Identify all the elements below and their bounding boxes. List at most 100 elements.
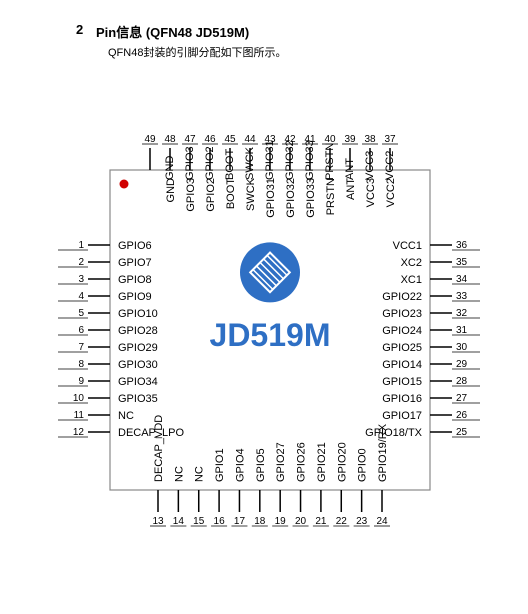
svg-text:34: 34 <box>456 274 468 285</box>
svg-text:GND: GND <box>164 156 176 181</box>
svg-text:GPIO32: GPIO32 <box>285 178 297 218</box>
svg-text:BOOT: BOOT <box>225 178 237 209</box>
svg-text:XC2: XC2 <box>401 257 422 269</box>
svg-text:GPIO6: GPIO6 <box>118 240 152 252</box>
svg-text:NC: NC <box>118 410 134 422</box>
svg-text:GPIO23: GPIO23 <box>382 308 422 320</box>
svg-text:17: 17 <box>234 516 246 527</box>
svg-text:22: 22 <box>336 516 348 527</box>
svg-text:11: 11 <box>74 410 85 421</box>
svg-text:GPIO2: GPIO2 <box>205 178 217 212</box>
svg-text:27: 27 <box>456 393 468 404</box>
svg-text:GPIO32: GPIO32 <box>284 140 296 180</box>
svg-text:25: 25 <box>456 427 468 438</box>
svg-text:49: 49 <box>144 134 156 145</box>
svg-text:10: 10 <box>73 393 85 404</box>
svg-text:GPIO10: GPIO10 <box>118 308 158 320</box>
svg-text:30: 30 <box>456 342 468 353</box>
svg-text:4: 4 <box>78 291 84 302</box>
svg-text:ANT: ANT <box>345 178 357 200</box>
svg-text:2: 2 <box>78 257 84 268</box>
svg-text:GPIO34: GPIO34 <box>118 376 158 388</box>
svg-text:9: 9 <box>78 376 84 387</box>
svg-text:NC: NC <box>194 466 206 482</box>
svg-text:GPIO7: GPIO7 <box>118 257 152 269</box>
svg-text:1: 1 <box>78 240 84 251</box>
svg-text:GPIO9: GPIO9 <box>118 291 152 303</box>
svg-text:GPIO27: GPIO27 <box>275 442 287 482</box>
svg-text:48: 48 <box>164 134 176 145</box>
svg-text:16: 16 <box>214 516 226 527</box>
svg-text:GND: GND <box>165 178 177 203</box>
svg-text:VCC2: VCC2 <box>385 178 397 207</box>
svg-text:24: 24 <box>376 516 388 527</box>
svg-text:GPIO26: GPIO26 <box>296 442 308 482</box>
svg-text:GPIO22: GPIO22 <box>382 291 422 303</box>
svg-text:GPIO2: GPIO2 <box>204 146 216 180</box>
qfn-pinout-diagram: JD519M1GPIO62GPIO73GPIO84GPIO95GPIO106GP… <box>0 0 528 614</box>
svg-text:GPIO4: GPIO4 <box>234 448 246 482</box>
svg-text:GPIO0: GPIO0 <box>357 448 369 482</box>
svg-text:GPIO31: GPIO31 <box>265 178 277 218</box>
svg-text:44: 44 <box>244 134 256 145</box>
svg-text:GPIO17: GPIO17 <box>382 410 422 422</box>
svg-text:8: 8 <box>78 359 84 370</box>
svg-text:GPIO29: GPIO29 <box>118 342 158 354</box>
svg-text:36: 36 <box>456 240 468 251</box>
svg-text:VCC3: VCC3 <box>365 178 377 207</box>
svg-text:20: 20 <box>295 516 307 527</box>
svg-text:46: 46 <box>204 134 216 145</box>
svg-text:13: 13 <box>152 516 164 527</box>
svg-text:GPIO35: GPIO35 <box>118 393 158 405</box>
svg-text:GPIO14: GPIO14 <box>382 359 422 371</box>
svg-text:PRSTN: PRSTN <box>325 178 337 215</box>
svg-text:VCC3: VCC3 <box>364 151 376 180</box>
svg-text:GPIO33: GPIO33 <box>304 140 316 180</box>
svg-text:7: 7 <box>78 342 84 353</box>
svg-text:28: 28 <box>456 376 468 387</box>
svg-text:NC: NC <box>173 466 185 482</box>
svg-text:GPIO16: GPIO16 <box>382 393 422 405</box>
svg-text:XC1: XC1 <box>401 274 422 286</box>
svg-text:5: 5 <box>78 308 84 319</box>
svg-text:38: 38 <box>364 134 376 145</box>
svg-text:GPIO28: GPIO28 <box>118 325 158 337</box>
svg-text:DECAP_LPO: DECAP_LPO <box>118 427 184 439</box>
svg-text:47: 47 <box>184 134 196 145</box>
svg-text:32: 32 <box>456 308 468 319</box>
svg-text:6: 6 <box>78 325 84 336</box>
svg-text:33: 33 <box>456 291 468 302</box>
svg-text:GPIO24: GPIO24 <box>382 325 422 337</box>
svg-text:GPIO25: GPIO25 <box>382 342 422 354</box>
svg-text:GPIO30: GPIO30 <box>118 359 158 371</box>
svg-text:3: 3 <box>78 274 84 285</box>
svg-text:GPIO5: GPIO5 <box>255 448 267 482</box>
svg-text:21: 21 <box>315 516 327 527</box>
svg-text:GPIO19/RX: GPIO19/RX <box>377 423 389 482</box>
svg-text:GPIO3: GPIO3 <box>184 146 196 180</box>
svg-text:JD519M: JD519M <box>210 317 331 353</box>
svg-text:GPIO15: GPIO15 <box>382 376 422 388</box>
svg-text:18: 18 <box>254 516 266 527</box>
svg-text:SWCK: SWCK <box>244 146 256 180</box>
svg-text:39: 39 <box>344 134 356 145</box>
svg-text:15: 15 <box>193 516 205 527</box>
svg-text:12: 12 <box>73 427 85 438</box>
svg-text:PRSTN: PRSTN <box>324 143 336 180</box>
svg-text:29: 29 <box>456 359 468 370</box>
svg-text:GPIO33: GPIO33 <box>305 178 317 218</box>
svg-text:DECAP_VDD: DECAP_VDD <box>153 415 165 482</box>
svg-text:23: 23 <box>356 516 368 527</box>
svg-text:45: 45 <box>224 134 236 145</box>
svg-text:GPIO20: GPIO20 <box>336 442 348 482</box>
svg-text:31: 31 <box>456 325 468 336</box>
svg-text:26: 26 <box>456 410 468 421</box>
svg-text:VCC2: VCC2 <box>384 151 396 180</box>
svg-text:VCC1: VCC1 <box>393 240 422 252</box>
svg-text:GPIO3: GPIO3 <box>185 178 197 212</box>
svg-text:19: 19 <box>275 516 287 527</box>
svg-text:BOOT: BOOT <box>224 149 236 180</box>
svg-text:14: 14 <box>173 516 185 527</box>
svg-text:37: 37 <box>384 134 396 145</box>
svg-text:ANT: ANT <box>344 158 356 180</box>
